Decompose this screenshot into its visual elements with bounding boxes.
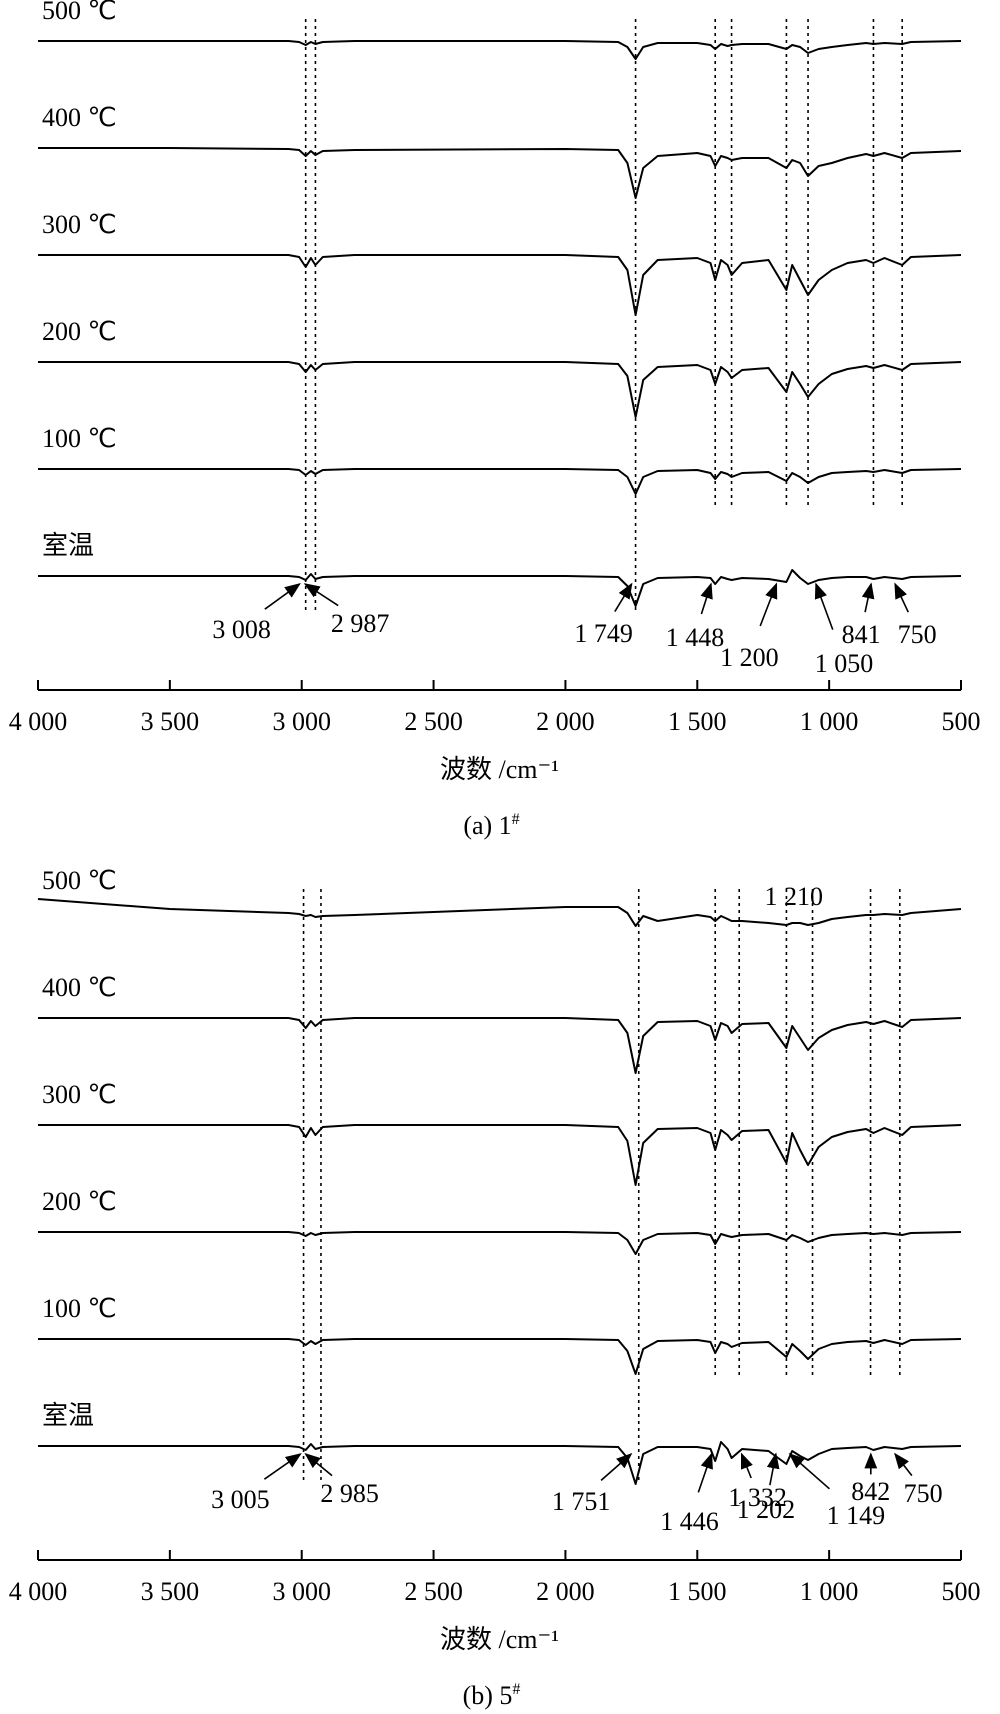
series-label: 300 ℃ bbox=[42, 210, 117, 239]
annotation-arrow bbox=[894, 582, 909, 613]
x-tick-label: 3 500 bbox=[141, 1577, 200, 1606]
spectrum-line bbox=[38, 468, 962, 495]
x-tick-label: 1 000 bbox=[800, 707, 859, 736]
x-tick-label: 3 500 bbox=[141, 707, 200, 736]
x-tick-label: 2 500 bbox=[404, 707, 463, 736]
series-label: 室温 bbox=[42, 1401, 94, 1430]
series-label: 400 ℃ bbox=[42, 973, 117, 1002]
x-axis-title: 波数 /cm⁻¹ bbox=[440, 1625, 559, 1654]
annotation-label: 3 005 bbox=[211, 1485, 270, 1514]
annotation-arrow bbox=[303, 583, 339, 607]
spectrum-line bbox=[38, 147, 962, 199]
spectrum-line bbox=[38, 1124, 962, 1186]
caption: (a) 1# bbox=[463, 811, 519, 840]
series-label: 室温 bbox=[42, 531, 94, 560]
annotation-label: 2 985 bbox=[320, 1479, 379, 1508]
annotation-label: 1 200 bbox=[720, 643, 779, 672]
annotation-arrow bbox=[814, 582, 834, 630]
series-label: 400 ℃ bbox=[42, 103, 117, 132]
annotation-arrow bbox=[788, 1452, 830, 1490]
series-label: 200 ℃ bbox=[42, 1187, 117, 1216]
annotation-arrow bbox=[740, 1452, 753, 1479]
spectrum-line bbox=[38, 361, 962, 418]
annotation-label: 1 751 bbox=[552, 1487, 611, 1516]
x-tick-label: 1 000 bbox=[800, 1577, 859, 1606]
annotation-label: 1 202 bbox=[737, 1495, 796, 1524]
annotation-label: 1 446 bbox=[660, 1507, 719, 1536]
annotation-label: 1 149 bbox=[827, 1501, 886, 1530]
x-tick-label: 1 500 bbox=[668, 707, 727, 736]
x-tick-label: 500 bbox=[942, 707, 981, 736]
series-label: 200 ℃ bbox=[42, 317, 117, 346]
annotation-label: 1 210 bbox=[765, 882, 824, 911]
x-tick-label: 4 000 bbox=[9, 707, 68, 736]
spectrum-line bbox=[38, 1017, 962, 1074]
x-tick-label: 3 000 bbox=[272, 1577, 331, 1606]
annotation-arrow bbox=[861, 582, 875, 613]
series-label: 500 ℃ bbox=[42, 866, 117, 895]
x-tick-label: 2 000 bbox=[536, 1577, 595, 1606]
annotation-arrow bbox=[759, 582, 778, 627]
x-tick-label: 2 000 bbox=[536, 707, 595, 736]
spectrum-line bbox=[38, 1231, 962, 1255]
x-tick-label: 3 000 bbox=[272, 707, 331, 736]
x-tick-label: 1 500 bbox=[668, 1577, 727, 1606]
spectrum-line bbox=[38, 254, 962, 316]
annotation-arrow bbox=[700, 582, 713, 615]
annotation-label: 1 448 bbox=[666, 623, 725, 652]
caption-superscript: # bbox=[512, 811, 520, 828]
annotation-label: 1 050 bbox=[815, 649, 874, 678]
annotation-label: 842 bbox=[851, 1477, 890, 1506]
annotation-label: 2 987 bbox=[331, 609, 390, 638]
series-label: 100 ℃ bbox=[42, 424, 117, 453]
caption-superscript: # bbox=[512, 1681, 520, 1698]
x-axis-title: 波数 /cm⁻¹ bbox=[440, 755, 559, 784]
annotation-label: 1 332 bbox=[728, 1483, 787, 1512]
series-label: 300 ℃ bbox=[42, 1080, 117, 1109]
spectrum-line bbox=[37, 898, 962, 927]
series-label: 100 ℃ bbox=[42, 1294, 117, 1323]
caption-text: (a) 1 bbox=[463, 811, 511, 840]
caption: (b) 5# bbox=[463, 1681, 521, 1710]
spectrum-line bbox=[38, 40, 962, 60]
annotation-arrow bbox=[600, 1452, 633, 1482]
x-tick-label: 2 500 bbox=[404, 1577, 463, 1606]
annotation-arrow bbox=[697, 1452, 713, 1493]
spectrum-line bbox=[38, 569, 962, 607]
annotation-arrow bbox=[894, 1452, 913, 1477]
annotation-arrow bbox=[614, 582, 633, 613]
annotation-label: 841 bbox=[842, 620, 881, 649]
caption-text: (b) 5 bbox=[463, 1681, 513, 1710]
annotation-label: 1 749 bbox=[574, 619, 633, 648]
x-tick-label: 500 bbox=[942, 1577, 981, 1606]
annotation-label: 3 008 bbox=[212, 615, 271, 644]
annotation-arrow bbox=[264, 583, 301, 610]
annotation-arrow bbox=[304, 1452, 333, 1477]
annotation-label: 750 bbox=[898, 620, 937, 649]
x-tick-label: 4 000 bbox=[9, 1577, 68, 1606]
series-label: 500 ℃ bbox=[42, 0, 117, 25]
spectrum-line bbox=[38, 1441, 962, 1485]
annotation-arrow bbox=[766, 1452, 780, 1486]
annotation-label: 750 bbox=[904, 1479, 943, 1508]
spectrum-line bbox=[38, 1338, 962, 1375]
annotation-arrow bbox=[263, 1453, 302, 1480]
